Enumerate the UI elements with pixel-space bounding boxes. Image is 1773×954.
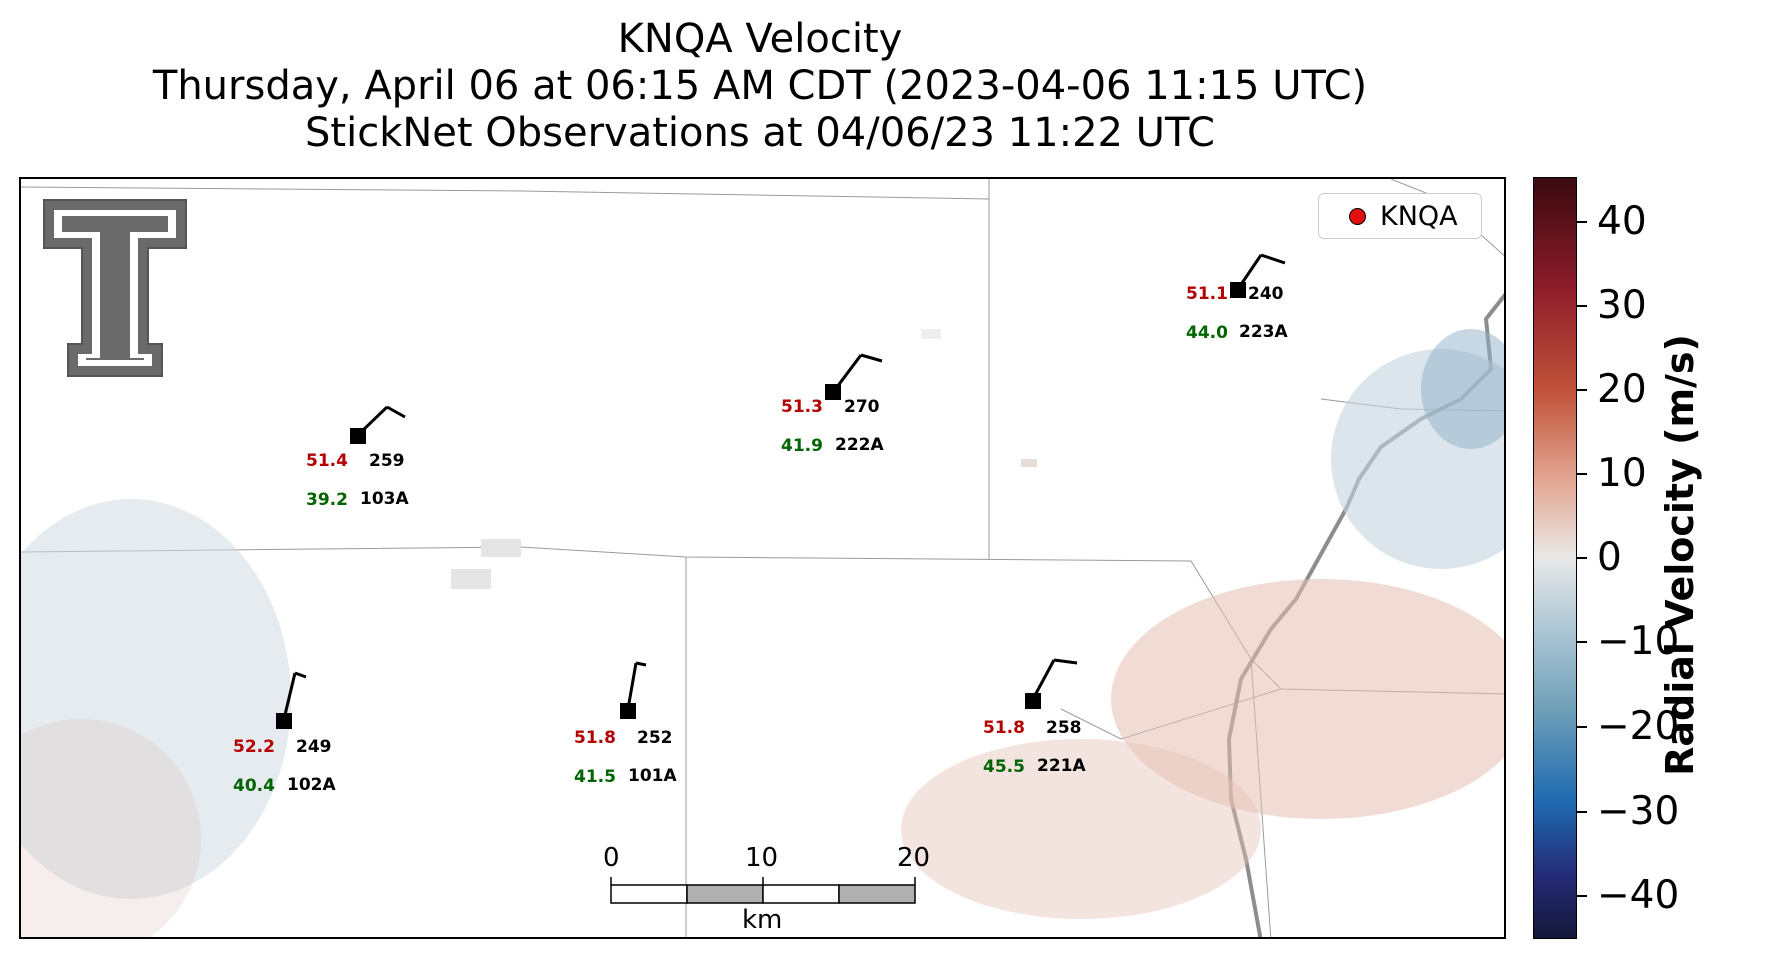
- station-id-103A: 103A: [360, 489, 409, 509]
- station-temp-223A: 51.1: [1186, 284, 1228, 304]
- legend-label: KNQA: [1380, 200, 1458, 232]
- station-id-223A: 223A: [1239, 322, 1288, 342]
- station-dew-102A: 40.4: [233, 776, 275, 796]
- station-dew-223A: 44.0: [1186, 323, 1228, 343]
- colorbar-tick: [1577, 305, 1587, 307]
- station-id-101A: 101A: [628, 766, 677, 786]
- colorbar-tick: [1577, 389, 1587, 391]
- station-dew-103A: 39.2: [306, 490, 348, 510]
- station-dir-222A: 270: [844, 397, 880, 417]
- colorbar-tick: [1577, 641, 1587, 643]
- station-temp-221A: 51.8: [983, 718, 1025, 738]
- colorbar-tick: [1577, 557, 1587, 559]
- station-id-221A: 221A: [1037, 756, 1086, 776]
- station-marker-222A: [825, 384, 841, 400]
- radar-site-marker-icon: [1349, 207, 1366, 225]
- colorbar-tick-label: 20: [1597, 367, 1647, 412]
- colorbar-tick-label: 30: [1597, 283, 1647, 328]
- scale-tick-0: 0: [603, 843, 620, 873]
- colorbar-tick-label: 0: [1597, 535, 1622, 580]
- colorbar-tick-label: −40: [1597, 873, 1680, 918]
- station-marker-103A: [350, 428, 366, 444]
- station-dew-221A: 45.5: [983, 757, 1025, 777]
- colorbar-tick-label: 40: [1597, 199, 1647, 244]
- station-dir-102A: 249: [296, 737, 332, 757]
- colorbar-tick: [1577, 221, 1587, 223]
- wind-barb-221A: [1031, 658, 1078, 700]
- map-subtitle-obs: StickNet Observations at 04/06/23 11:22 …: [305, 110, 1215, 156]
- station-temp-222A: 51.3: [781, 397, 823, 417]
- station-dew-101A: 41.5: [574, 767, 616, 787]
- station-temp-102A: 52.2: [233, 737, 275, 757]
- station-dir-223A: 240: [1248, 284, 1284, 304]
- wind-barb-101A: [626, 661, 647, 710]
- map-subtitle-time: Thursday, April 06 at 06:15 AM CDT (2023…: [152, 63, 1368, 109]
- scale-bar: [610, 877, 916, 904]
- station-dew-222A: 41.9: [781, 436, 823, 456]
- map-legend: KNQA: [1318, 193, 1482, 239]
- colorbar-tick-label: −20: [1597, 704, 1680, 749]
- colorbar-tick-label: −30: [1597, 789, 1680, 834]
- wind-barb-222A: [832, 353, 883, 392]
- radar-map[interactable]: 51.4 259 39.2 103A 51.3 270 41.9 222A 51…: [19, 177, 1506, 939]
- county-line: [21, 186, 990, 200]
- colorbar-tick-label: −10: [1597, 619, 1680, 664]
- colorbar-tick: [1577, 726, 1587, 728]
- wind-barb-102A: [282, 671, 307, 720]
- station-id-222A: 222A: [835, 435, 884, 455]
- station-marker-221A: [1025, 693, 1041, 709]
- scale-unit: km: [742, 905, 783, 935]
- colorbar-tick: [1577, 895, 1587, 897]
- velocity-colorbar: [1533, 177, 1577, 939]
- velocity-field: [21, 329, 1504, 937]
- station-temp-101A: 51.8: [574, 728, 616, 748]
- colorbar-tick: [1577, 811, 1587, 813]
- map-canvas: [21, 179, 1504, 937]
- colorbar-tick: [1577, 473, 1587, 475]
- texas-tech-logo-icon: [43, 199, 187, 377]
- station-dir-103A: 259: [369, 451, 405, 471]
- station-marker-102A: [276, 713, 292, 729]
- station-temp-103A: 51.4: [306, 451, 348, 471]
- scale-tick-20: 20: [897, 843, 931, 873]
- colorbar-tick-label: 10: [1597, 451, 1647, 496]
- map-title: KNQA Velocity: [617, 16, 903, 62]
- scale-tick-10: 10: [745, 843, 779, 873]
- station-dir-101A: 252: [637, 728, 673, 748]
- station-id-102A: 102A: [287, 775, 336, 795]
- station-marker-223A: [1230, 282, 1246, 298]
- colorbar-label: Radial Velocity (m/s): [1658, 334, 1702, 776]
- station-dir-221A: 258: [1046, 718, 1082, 738]
- station-marker-101A: [620, 703, 636, 719]
